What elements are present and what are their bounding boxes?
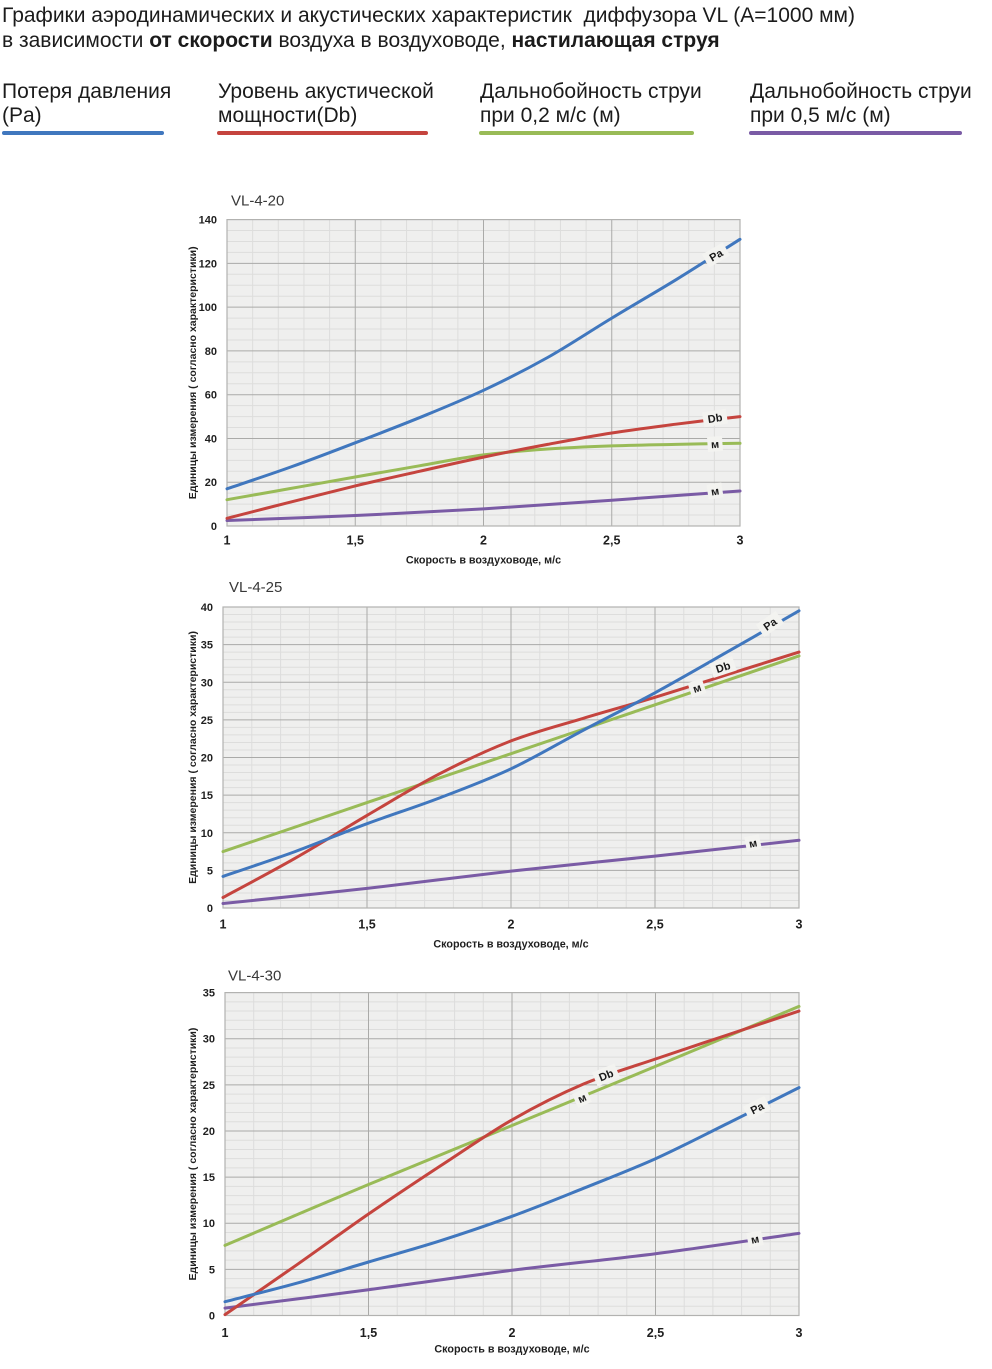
svg-text:Единицы измерения ( согласно х: Единицы измерения ( согласно характерист…: [187, 1028, 199, 1281]
svg-text:м: м: [692, 682, 703, 696]
svg-text:2: 2: [509, 1326, 516, 1340]
svg-text:м: м: [711, 439, 720, 452]
svg-text:Pa: Pa: [749, 1100, 767, 1117]
svg-text:5: 5: [207, 865, 213, 877]
svg-text:10: 10: [203, 1218, 215, 1230]
svg-text:1: 1: [224, 534, 231, 548]
svg-text:Db: Db: [714, 660, 732, 676]
svg-text:VL-4-30: VL-4-30: [228, 968, 281, 985]
svg-text:30: 30: [203, 1034, 215, 1046]
svg-text:Единицы измерения ( согласно х: Единицы измерения ( согласно характерист…: [187, 246, 199, 499]
svg-text:м: м: [748, 837, 758, 850]
svg-text:100: 100: [199, 302, 217, 314]
svg-text:м: м: [710, 485, 720, 498]
svg-text:1: 1: [220, 918, 227, 932]
svg-text:35: 35: [203, 988, 215, 1000]
svg-text:Единицы измерения ( согласно х: Единицы измерения ( согласно характерист…: [187, 631, 199, 884]
svg-text:Скорость в воздуховоде, м/с: Скорость в воздуховоде, м/с: [433, 939, 588, 951]
svg-text:140: 140: [199, 215, 217, 227]
svg-text:35: 35: [201, 640, 213, 652]
svg-text:VL-4-25: VL-4-25: [229, 579, 282, 596]
svg-text:3: 3: [796, 1326, 803, 1340]
svg-text:Скорость в воздуховоде, м/с: Скорость в воздуховоде, м/с: [434, 1344, 589, 1356]
svg-text:15: 15: [201, 790, 213, 802]
svg-text:2: 2: [508, 918, 515, 932]
svg-text:1,5: 1,5: [360, 1326, 377, 1340]
svg-text:10: 10: [201, 828, 213, 840]
svg-text:40: 40: [201, 602, 213, 614]
svg-text:Скорость в воздуховоде, м/с: Скорость в воздуховоде, м/с: [406, 555, 561, 567]
svg-text:1: 1: [222, 1326, 229, 1340]
svg-text:Db: Db: [707, 412, 724, 426]
svg-text:20: 20: [205, 477, 217, 489]
svg-text:15: 15: [203, 1172, 215, 1184]
svg-text:25: 25: [203, 1080, 215, 1092]
svg-text:2: 2: [480, 534, 487, 548]
svg-text:30: 30: [201, 677, 213, 689]
svg-text:25: 25: [201, 715, 213, 727]
svg-text:40: 40: [205, 433, 217, 445]
svg-text:0: 0: [207, 903, 213, 915]
svg-text:Db: Db: [597, 1068, 615, 1085]
svg-text:0: 0: [211, 521, 217, 533]
svg-text:VL-4-20: VL-4-20: [231, 193, 284, 210]
svg-text:2,5: 2,5: [647, 1326, 664, 1340]
svg-text:1,5: 1,5: [347, 534, 364, 548]
svg-text:0: 0: [209, 1311, 215, 1323]
svg-text:120: 120: [199, 258, 217, 270]
svg-text:3: 3: [796, 918, 803, 932]
svg-text:60: 60: [205, 390, 217, 402]
svg-text:20: 20: [201, 753, 213, 765]
svg-text:20: 20: [203, 1126, 215, 1138]
svg-text:м: м: [750, 1233, 760, 1246]
svg-text:1,5: 1,5: [358, 918, 375, 932]
svg-text:2,5: 2,5: [603, 534, 620, 548]
svg-text:5: 5: [209, 1264, 215, 1276]
svg-text:80: 80: [205, 346, 217, 358]
svg-text:3: 3: [737, 534, 744, 548]
svg-text:2,5: 2,5: [646, 918, 663, 932]
